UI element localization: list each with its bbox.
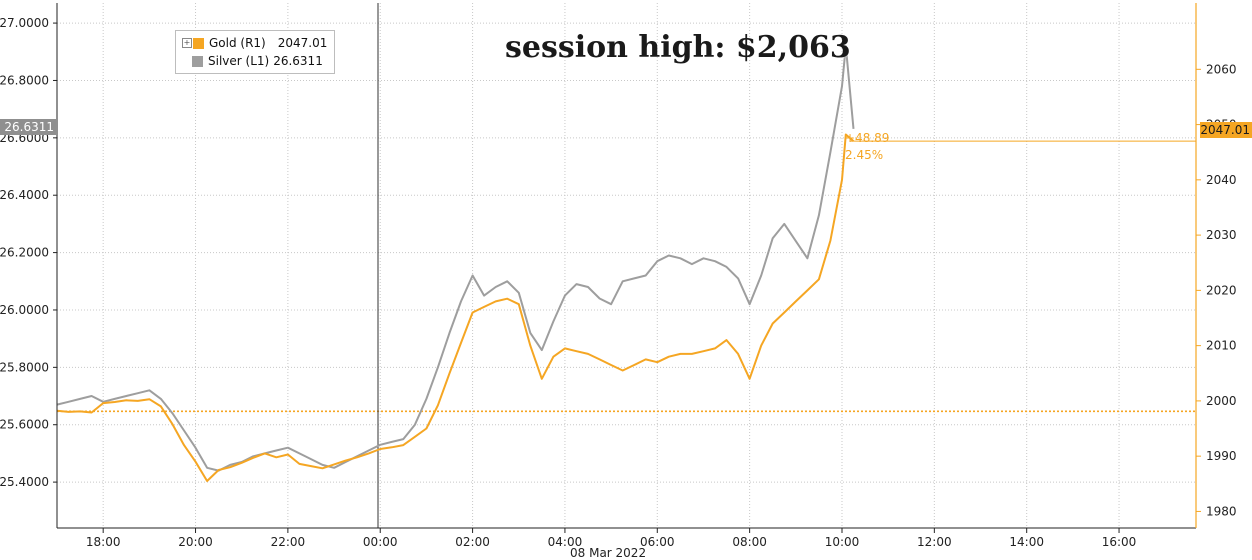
- gold-last-value-tag: 2047.01: [1200, 122, 1252, 138]
- legend-gold-label: Gold (R1): [209, 36, 266, 50]
- right-tick-label: 2000: [1206, 394, 1237, 408]
- legend-silver-value: 26.6311: [273, 54, 323, 68]
- gold-series-line: [56, 133, 855, 482]
- left-tick-label: 26.4000: [0, 188, 49, 202]
- x-tick-label: 12:00: [917, 535, 952, 549]
- left-tick-label: 26.0000: [0, 303, 49, 317]
- legend-item-gold[interactable]: + Gold (R1) 2047.01: [182, 36, 327, 50]
- x-tick-label: 02:00: [455, 535, 490, 549]
- x-tick-label: 04:00: [548, 535, 583, 549]
- left-tick-label: 25.6000: [0, 418, 49, 432]
- axes: [56, 3, 1197, 529]
- right-tick-label: 2060: [1206, 62, 1237, 76]
- session-high-annotation: session high: $2,063: [505, 30, 851, 65]
- gold-swatch: [193, 37, 204, 49]
- legend-gold-value: 2047.01: [277, 36, 328, 50]
- x-tick-label: 06:00: [640, 535, 675, 549]
- x-tick-label: 10:00: [825, 535, 860, 549]
- series-layer: [56, 45, 855, 482]
- x-tick-label: 18:00: [86, 535, 121, 549]
- right-tick-label: 2020: [1206, 283, 1237, 297]
- left-tick-label: 27.0000: [0, 16, 49, 30]
- legend-item-silver[interactable]: Silver (L1) 26.6311: [192, 54, 323, 68]
- right-tick-label: 2040: [1206, 173, 1237, 187]
- right-tick-label: 1990: [1206, 449, 1237, 463]
- x-axis-ticks: 18:00 20:00 22:00 00:00 02:00 04:00 06:00 08:00…: [86, 528, 1136, 549]
- x-tick-label: 22:00: [271, 535, 306, 549]
- date-label: 08 Mar 2022: [570, 546, 647, 560]
- right-tick-label: 2030: [1206, 228, 1237, 242]
- change-abs-label: +48.89: [845, 131, 890, 145]
- change-pct-label: 2.45%: [845, 148, 884, 162]
- left-tick-label: 26.8000: [0, 73, 49, 87]
- x-tick-label: 16:00: [1102, 535, 1137, 549]
- legend-toggle-icon[interactable]: +: [182, 38, 192, 48]
- x-tick-label: 20:00: [178, 535, 213, 549]
- grid-lines: [57, 3, 1196, 528]
- x-tick-label: 00:00: [363, 535, 398, 549]
- legend: + Gold (R1) 2047.01 Silver (L1) 26.6311: [175, 30, 335, 74]
- reference-lines: [57, 140, 1196, 413]
- right-tick-label: 1980: [1206, 504, 1237, 518]
- silver-series-line: [56, 45, 855, 472]
- legend-silver-label: Silver (L1): [208, 54, 270, 68]
- silver-swatch: [192, 55, 203, 67]
- x-tick-label: 14:00: [1009, 535, 1044, 549]
- left-tick-label: 26.2000: [0, 246, 49, 260]
- left-tick-label: 25.8000: [0, 360, 49, 374]
- right-tick-label: 2010: [1206, 339, 1237, 353]
- left-axis-ticks: 25.4000 25.6000 25.8000 26.0000 26.2000 26.40…: [0, 16, 57, 489]
- silver-last-value-tag: 26.6311: [0, 119, 56, 135]
- left-tick-label: 25.4000: [0, 475, 49, 489]
- x-tick-label: 08:00: [732, 535, 767, 549]
